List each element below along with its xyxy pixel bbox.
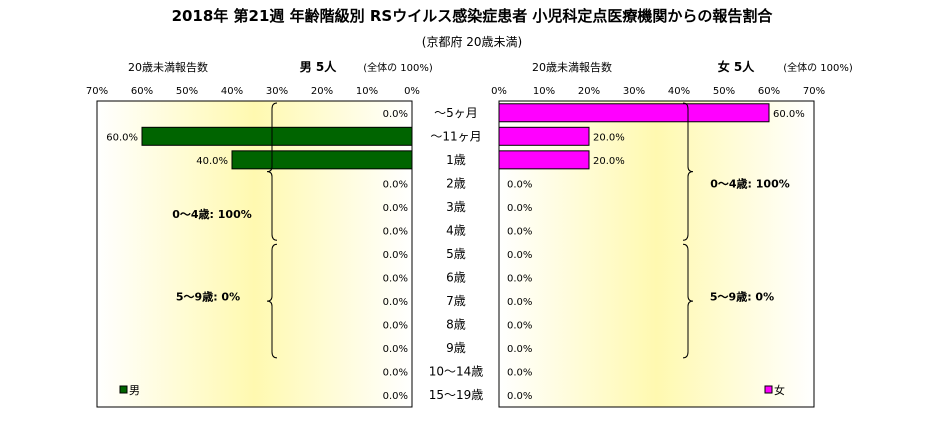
female-bar-value-label: 20.0%: [593, 132, 625, 143]
male-bar: [231, 150, 413, 170]
male-group-annotation: 5～9歳: 0%: [176, 289, 240, 303]
male-bar-value-label: 0.0%: [383, 321, 408, 332]
female-header-title: 女 5人: [718, 59, 756, 74]
category-label: 8歳: [446, 318, 466, 332]
male-x-tick-label: 60%: [131, 86, 153, 97]
male-x-tick-label: 50%: [176, 86, 198, 97]
male-bar-value-label: 60.0%: [106, 132, 138, 143]
female-header-note: (全体の 100%): [783, 61, 853, 74]
female-bar-value-label: 0.0%: [507, 368, 532, 379]
female-x-tick-label: 40%: [668, 86, 690, 97]
male-plot-area: [96, 100, 413, 408]
male-x-tick-label: 70%: [86, 86, 108, 97]
male-bar-value-label: 0.0%: [383, 109, 408, 120]
female-bar: [498, 103, 770, 123]
male-x-tick-label: 10%: [356, 86, 378, 97]
female-bar-value-label: 0.0%: [507, 179, 532, 190]
male-group-annotation: 0～4歳: 100%: [172, 207, 252, 221]
category-label: 5歳: [446, 247, 466, 261]
male-x-tick-label: 40%: [221, 86, 243, 97]
male-bar-value-label: 40.0%: [196, 156, 228, 167]
male-bar-value-label: 0.0%: [383, 179, 408, 190]
male-bar-value-label: 0.0%: [383, 344, 408, 355]
female-x-tick-label: 20%: [578, 86, 600, 97]
left-panel-male: 20歳未満報告数 男 5人 (全体の 100%) 70% 60% 50% 40% 30% 20%…: [86, 59, 433, 408]
female-x-tick-label: 0%: [491, 86, 507, 97]
category-label: 9歳: [446, 341, 466, 355]
category-label: 7歳: [446, 294, 466, 308]
female-plot-area: [498, 100, 815, 408]
male-header-count-label: 20歳未満報告数: [128, 61, 208, 74]
female-x-tick-label: 30%: [623, 86, 645, 97]
category-label: 6歳: [446, 271, 466, 285]
right-panel-female: 20歳未満報告数 女 5人 (全体の 100%) 0% 10% 20% 30% 40% 50% 6…: [491, 59, 853, 408]
female-bar-value-label: 0.0%: [507, 391, 532, 402]
category-label: ～5ヶ月: [434, 106, 478, 120]
category-label: 4歳: [446, 223, 466, 237]
male-brace-5-9: [266, 243, 278, 359]
female-brace-5-9: [682, 243, 694, 359]
chart-title: 2018年 第21週 年齢階級別 RSウイルス感染症患者 小児科定点医療機関から…: [172, 7, 774, 25]
female-group-annotation: 5～9歳: 0%: [710, 289, 774, 303]
male-bar-value-label: 0.0%: [383, 226, 408, 237]
male-legend-swatch: [119, 385, 128, 394]
female-bar-value-label: 0.0%: [507, 344, 532, 355]
male-x-tick-label: 20%: [311, 86, 333, 97]
category-label: 3歳: [446, 200, 466, 214]
category-label: ～11ヶ月: [430, 129, 481, 143]
category-label: 2歳: [446, 176, 466, 190]
female-bar-value-label: 0.0%: [507, 226, 532, 237]
category-label: 1歳: [446, 153, 466, 167]
male-header-note: (全体の 100%): [363, 61, 433, 74]
male-bar-value-label: 0.0%: [383, 203, 408, 214]
female-legend-swatch: [764, 385, 773, 394]
female-bar-value-label: 0.0%: [507, 203, 532, 214]
chart-subtitle: (京都府 20歳未満): [422, 34, 522, 49]
female-bar-value-label: 0.0%: [507, 321, 532, 332]
female-bar-value-label: 60.0%: [773, 109, 805, 120]
male-bar-value-label: 0.0%: [383, 297, 408, 308]
female-group-annotation: 0～4歳: 100%: [710, 176, 790, 190]
female-bar-value-label: 0.0%: [507, 297, 532, 308]
male-x-tick-label: 30%: [266, 86, 288, 97]
male-bar: [141, 126, 413, 146]
female-bar: [498, 126, 590, 146]
category-labels: ～5ヶ月 ～11ヶ月 1歳 2歳 3歳 4歳 5歳 6歳 7歳 8歳 9歳 10～14歳 15～19歳: [429, 106, 484, 402]
male-bar-value-label: 0.0%: [383, 391, 408, 402]
female-bar-value-label: 20.0%: [593, 156, 625, 167]
female-x-tick-label: 10%: [533, 86, 555, 97]
female-bar: [498, 150, 590, 170]
male-bar-value-label: 0.0%: [383, 274, 408, 285]
male-brace-0-4: [266, 102, 278, 241]
category-label: 10～14歳: [429, 365, 484, 379]
female-brace-0-4: [682, 102, 694, 241]
male-header-title: 男 5人: [300, 59, 338, 74]
male-bar-value-label: 0.0%: [383, 250, 408, 261]
female-x-tick-label: 60%: [758, 86, 780, 97]
female-header-count-label: 20歳未満報告数: [532, 61, 612, 74]
male-x-tick-label: 0%: [404, 86, 420, 97]
female-x-tick-label: 50%: [713, 86, 735, 97]
female-bar-value-label: 0.0%: [507, 250, 532, 261]
male-legend-label: 男: [129, 384, 140, 397]
female-x-tick-label: 70%: [803, 86, 825, 97]
female-bar-value-label: 0.0%: [507, 274, 532, 285]
male-bar-value-label: 0.0%: [383, 368, 408, 379]
category-label: 15～19歳: [429, 388, 484, 402]
female-legend-label: 女: [774, 383, 785, 397]
